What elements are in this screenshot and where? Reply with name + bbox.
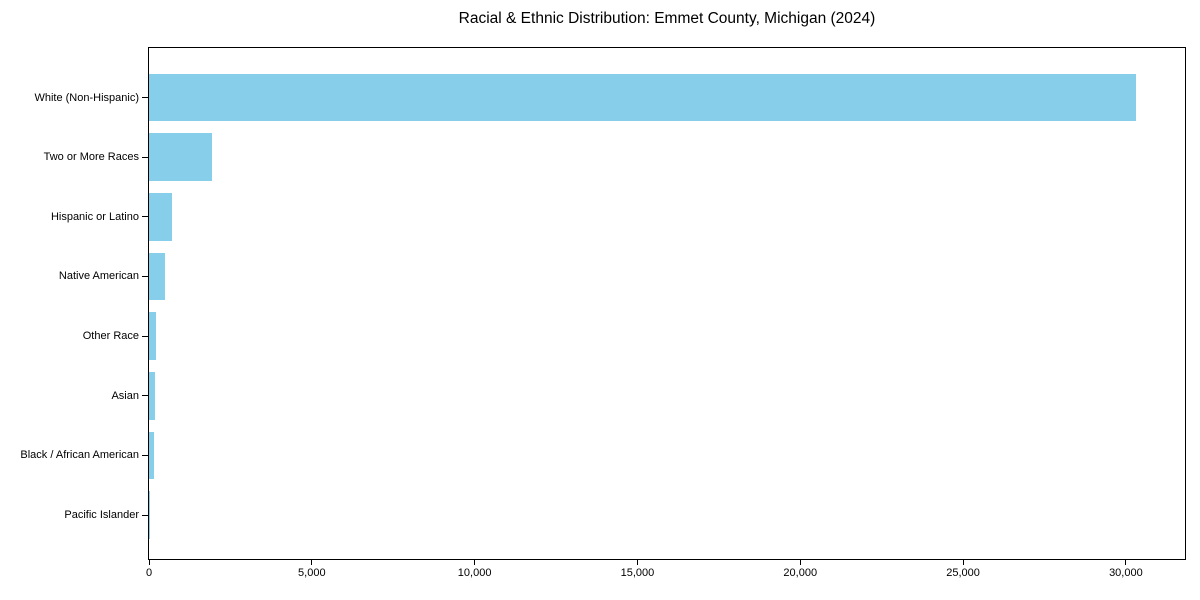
x-axis-tick-label: 20,000: [783, 567, 818, 579]
bar: [149, 133, 213, 181]
x-axis-tick: [799, 560, 801, 565]
y-axis-tick: [142, 97, 148, 98]
bar: [149, 193, 172, 241]
bar: [149, 252, 166, 301]
y-axis-label: White (Non-Hispanic): [34, 91, 139, 104]
x-axis-tick-label: 0: [145, 567, 153, 579]
y-axis-tick: [142, 216, 148, 218]
x-axis-tick: [636, 560, 638, 565]
x-axis-tick: [1125, 560, 1127, 565]
y-axis-tick: [142, 335, 148, 337]
y-axis-label: Two or More Races: [43, 151, 139, 164]
bar: [149, 431, 154, 480]
y-axis-tick: [142, 454, 148, 456]
x-axis-tick: [311, 560, 313, 565]
y-axis-label: Other Race: [82, 330, 139, 343]
x-axis-tick: [148, 560, 150, 565]
y-axis-tick: [142, 275, 148, 277]
bar: [149, 73, 1136, 122]
x-axis-tick-label: 10,000: [457, 567, 492, 579]
y-axis-tick: [142, 395, 148, 397]
y-axis-tick: [142, 514, 148, 516]
x-axis-tick-label: 25,000: [946, 567, 980, 579]
x-axis-tick: [962, 560, 964, 565]
y-axis-label: Asian: [111, 389, 139, 402]
x-axis-tick-label: 30,000: [1109, 567, 1143, 579]
y-axis-label: Black / African American: [20, 449, 139, 462]
y-axis-label: Pacific Islander: [64, 509, 139, 522]
y-axis-tick: [142, 156, 148, 158]
bar: [149, 312, 156, 360]
bar: [149, 372, 155, 420]
y-axis-label: Native American: [58, 270, 139, 283]
x-axis-tick: [474, 560, 476, 565]
plot-area: [148, 47, 1186, 560]
x-axis-tick-label: 15,000: [620, 567, 655, 579]
y-axis-label: Hispanic or Latino: [50, 210, 139, 223]
x-axis-tick-label: 5,000: [298, 567, 326, 579]
chart-title: Racial & Ethnic Distribution: Emmet Coun…: [458, 10, 876, 27]
